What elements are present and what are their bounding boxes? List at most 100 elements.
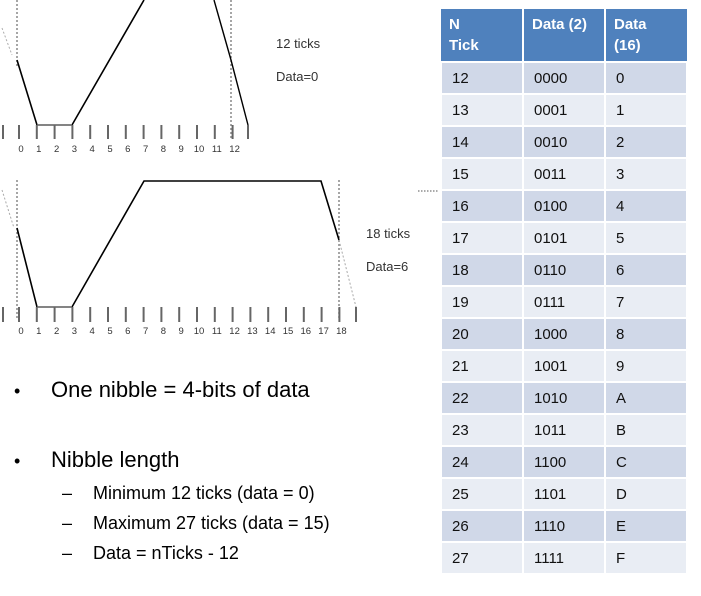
- header-data-hex: Data (16): [605, 9, 687, 62]
- cell-data-hex: C: [604, 445, 688, 479]
- tick-label: 3: [72, 326, 77, 337]
- cell-data-hex: 6: [604, 253, 688, 287]
- waveform-line: [16, 180, 340, 308]
- ticks-note: 18 ticks: [366, 226, 411, 241]
- prev-edge: [1, 27, 13, 56]
- tick-label: 1: [36, 326, 41, 337]
- tick-label: 14: [265, 326, 276, 337]
- cell-data-binary: 1011: [522, 413, 606, 447]
- tick-label: 11: [212, 326, 222, 337]
- tick-label: 2: [54, 326, 59, 337]
- cell-data-hex: 4: [604, 189, 688, 223]
- cell-data-binary: 0010: [522, 125, 606, 159]
- table-row: 25 1101 D: [440, 477, 688, 511]
- cell-data-binary: 0000: [522, 61, 606, 95]
- nibble-code-table: N Tick Data (2) Data (16) 12 0000 0 13 0001 1…: [440, 9, 688, 575]
- tick-label: 8: [161, 144, 166, 155]
- table-header-row: N Tick Data (2) Data (16): [441, 9, 687, 62]
- cell-data-binary: 1110: [522, 509, 606, 543]
- cell-data-hex: B: [604, 413, 688, 447]
- tick-label: 2: [54, 144, 59, 155]
- table-row: 12 0000 0: [440, 61, 688, 95]
- tick-label: 13: [247, 326, 258, 337]
- cell-n-tick: 12: [440, 61, 524, 95]
- bullet-text: Nibble length: [51, 447, 180, 472]
- tick-label: 18: [336, 326, 347, 337]
- bullet-item: • One nibble = 4-bits of data: [14, 377, 310, 403]
- data-note: Data=0: [276, 69, 318, 84]
- tick-label: 5: [107, 144, 112, 155]
- header-n-tick: N Tick: [441, 9, 524, 62]
- cell-n-tick: 26: [440, 509, 524, 543]
- tick-label: 9: [179, 144, 184, 155]
- data-note: Data=6: [366, 259, 408, 274]
- table-row: 20 1000 8: [440, 317, 688, 351]
- cell-data-binary: 1100: [522, 445, 606, 479]
- cell-n-tick: 14: [440, 125, 524, 159]
- tick-label: 12: [229, 144, 240, 155]
- waveform-bottom: 0 1 2 3 4 5 6 7 8 9 10 11 12 13 14 15 16 17 18 18 ticks Da…: [1, 180, 411, 337]
- tick-label: 0: [18, 326, 23, 337]
- cell-data-hex: 3: [604, 157, 688, 191]
- cell-data-binary: 1000: [522, 317, 606, 351]
- sub-bullet-item: – Data = nTicks - 12: [62, 543, 239, 564]
- sub-bullet-item: – Minimum 12 ticks (data = 0): [62, 483, 315, 504]
- cell-data-binary: 0101: [522, 221, 606, 255]
- table-row: 15 0011 3: [440, 157, 688, 191]
- prev-edge: [1, 189, 15, 229]
- tick-label: 3: [72, 144, 77, 155]
- cell-n-tick: 18: [440, 253, 524, 287]
- cell-data-hex: E: [604, 509, 688, 543]
- cell-n-tick: 20: [440, 317, 524, 351]
- cell-n-tick: 16: [440, 189, 524, 223]
- table-row: 14 0010 2: [440, 125, 688, 159]
- tick-label: 10: [194, 144, 205, 155]
- cell-n-tick: 13: [440, 93, 524, 127]
- table-row: 21 1001 9: [440, 349, 688, 383]
- cell-data-hex: F: [604, 541, 688, 575]
- cell-data-hex: 5: [604, 221, 688, 255]
- cell-data-hex: 0: [604, 61, 688, 95]
- cell-data-hex: 7: [604, 285, 688, 319]
- table-row: 27 1111 F: [440, 541, 688, 575]
- table-row: 16 0100 4: [440, 189, 688, 223]
- waveform-line-end: [213, 0, 249, 126]
- tick-label: 0: [18, 144, 23, 155]
- cell-data-binary: 1101: [522, 477, 606, 511]
- cell-n-tick: 15: [440, 157, 524, 191]
- cell-n-tick: 22: [440, 381, 524, 415]
- header-data-binary: Data (2): [523, 9, 606, 62]
- table-row: 22 1010 A: [440, 381, 688, 415]
- tick-label: 6: [125, 326, 130, 337]
- sub-bullet-text: Maximum 27 ticks (data = 15): [93, 513, 330, 533]
- table-row: 24 1100 C: [440, 445, 688, 479]
- tick-label: 15: [283, 326, 294, 337]
- tick-label: 16: [301, 326, 312, 337]
- tick-label: 10: [194, 326, 205, 337]
- tick-label: 7: [143, 326, 148, 337]
- tick-label: 5: [107, 326, 112, 337]
- tick-label: 6: [125, 144, 130, 155]
- cell-n-tick: 23: [440, 413, 524, 447]
- tick-label: 9: [179, 326, 184, 337]
- bullet-mark: •: [14, 451, 21, 471]
- bullet-item: • Nibble length: [14, 447, 179, 473]
- cell-data-hex: 1: [604, 93, 688, 127]
- table-row: 26 1110 E: [440, 509, 688, 543]
- table-row: 18 0110 6: [440, 253, 688, 287]
- tick-label: 4: [90, 144, 95, 155]
- sub-bullet-dash: –: [62, 543, 73, 563]
- cell-n-tick: 25: [440, 477, 524, 511]
- table-row: 13 0001 1: [440, 93, 688, 127]
- tick-label: 1: [36, 144, 41, 155]
- bullet-mark: •: [14, 381, 21, 401]
- tick-label: 17: [318, 326, 329, 337]
- sub-bullet-text: Minimum 12 ticks (data = 0): [93, 483, 315, 503]
- cell-n-tick: 21: [440, 349, 524, 383]
- bullet-text: One nibble = 4-bits of data: [51, 377, 310, 402]
- cell-n-tick: 24: [440, 445, 524, 479]
- cell-n-tick: 27: [440, 541, 524, 575]
- sub-bullet-item: – Maximum 27 ticks (data = 15): [62, 513, 330, 534]
- cell-data-binary: 1111: [522, 541, 606, 575]
- cell-n-tick: 17: [440, 221, 524, 255]
